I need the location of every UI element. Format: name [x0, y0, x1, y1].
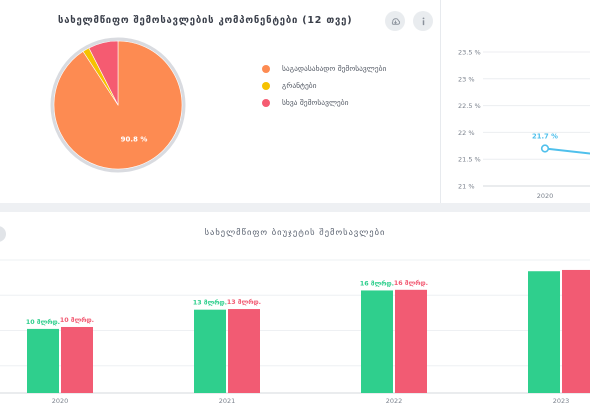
bar	[562, 269, 590, 393]
line-ytick-label: 23.5 %	[458, 49, 481, 57]
legend-dot-grants	[262, 81, 270, 90]
line-ytick-label: 21.5 %	[458, 156, 481, 164]
legend-item[interactable]: სხვა შემოსავლები	[262, 94, 386, 111]
bar	[395, 289, 427, 393]
legend-item[interactable]: გრანტები	[262, 77, 386, 94]
legend-dot-taxes	[262, 64, 270, 73]
bar-value-label: 16 მლრდ.	[360, 279, 394, 287]
legend-label: გრანტები	[282, 81, 317, 90]
line-point-label: 21.7 %	[532, 132, 558, 140]
line-point	[540, 144, 550, 153]
download-icon	[391, 17, 400, 25]
bar-value-label: 13 მლრდ.	[227, 298, 261, 306]
bar-value-label: 10 მლრდ.	[26, 318, 60, 326]
line-chart: 23.5 % 23 % 22.5 % 22 % 21.5 % 21 % 21.7 % 2020	[458, 49, 590, 200]
bar-card-title: სახელმწიფო ბიუჯეტის შემოსავლები	[204, 228, 386, 238]
bar-category-label: 2023	[553, 397, 570, 405]
pie-slice-label: 90.8 %	[121, 136, 148, 144]
bar	[61, 326, 93, 393]
pie-card-title: სახელმწიფო შემოსავლების კომპონენტები (12…	[58, 15, 353, 26]
line-ytick-label: 22.5 %	[458, 102, 481, 110]
legend-item[interactable]: საგადასახადო შემოსავლები	[262, 60, 386, 77]
bar-value-label: 13 მლრდ.	[193, 299, 227, 307]
bar-chart: 10 მლრდ. 10 მლრდ. 2020 13 მლრდ. 13 მლრდ. 2021…	[0, 259, 590, 405]
line-ytick-label: 22 %	[458, 129, 475, 137]
bar	[228, 309, 260, 393]
bar-category-label: 2022	[386, 397, 403, 405]
pie-chart: 90.8 %	[50, 37, 186, 173]
line-series	[544, 147, 590, 155]
collapse-handle[interactable]	[0, 226, 6, 242]
legend-label: საგადასახადო შემოსავლები	[282, 64, 387, 73]
line-ytick-label: 23 %	[458, 75, 475, 83]
info-button[interactable]	[413, 11, 433, 31]
budget-revenue-card: სახელმწიფო ბიუჯეტის შემოსავლები 10 მლრდ.…	[0, 212, 590, 410]
pie-slice	[88, 40, 119, 106]
bar	[361, 290, 393, 393]
bar	[528, 271, 560, 393]
bar	[194, 309, 226, 393]
line-ytick-label: 21 %	[458, 183, 475, 191]
bar	[27, 328, 59, 393]
line-xtick-label: 2020	[537, 192, 554, 200]
info-icon	[422, 16, 424, 25]
legend-label: სხვა შემოსავლები	[282, 98, 349, 107]
bar-value-label: 16 მლრდ.	[394, 279, 428, 287]
bar-category-label: 2020	[52, 397, 69, 405]
bar-value-label: 10 მლრდ.	[60, 316, 94, 324]
pie-legend: საგადასახადო შემოსავლები გრანტები სხვა შ…	[262, 60, 386, 111]
revenue-components-card: სახელმწიფო შემოსავლების კომპონენტები (12…	[0, 0, 444, 203]
download-button[interactable]	[385, 11, 405, 31]
legend-dot-other	[262, 98, 270, 107]
bar-category-label: 2021	[219, 397, 236, 405]
revenue-share-card: 23.5 % 23 % 22.5 % 22 % 21.5 % 21 % 21.7 % 2020	[440, 0, 590, 203]
